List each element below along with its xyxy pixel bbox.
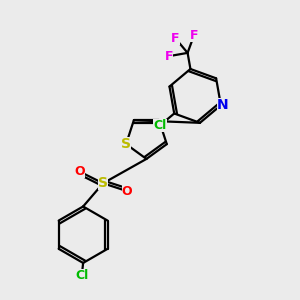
Text: S: S (121, 137, 131, 151)
Text: F: F (165, 50, 173, 63)
Text: Cl: Cl (75, 269, 88, 282)
Text: F: F (190, 28, 198, 41)
Text: O: O (122, 184, 132, 197)
Text: O: O (74, 165, 85, 178)
Text: Cl: Cl (153, 119, 167, 132)
Text: S: S (98, 176, 108, 190)
Text: N: N (217, 98, 228, 112)
Text: F: F (171, 32, 180, 45)
